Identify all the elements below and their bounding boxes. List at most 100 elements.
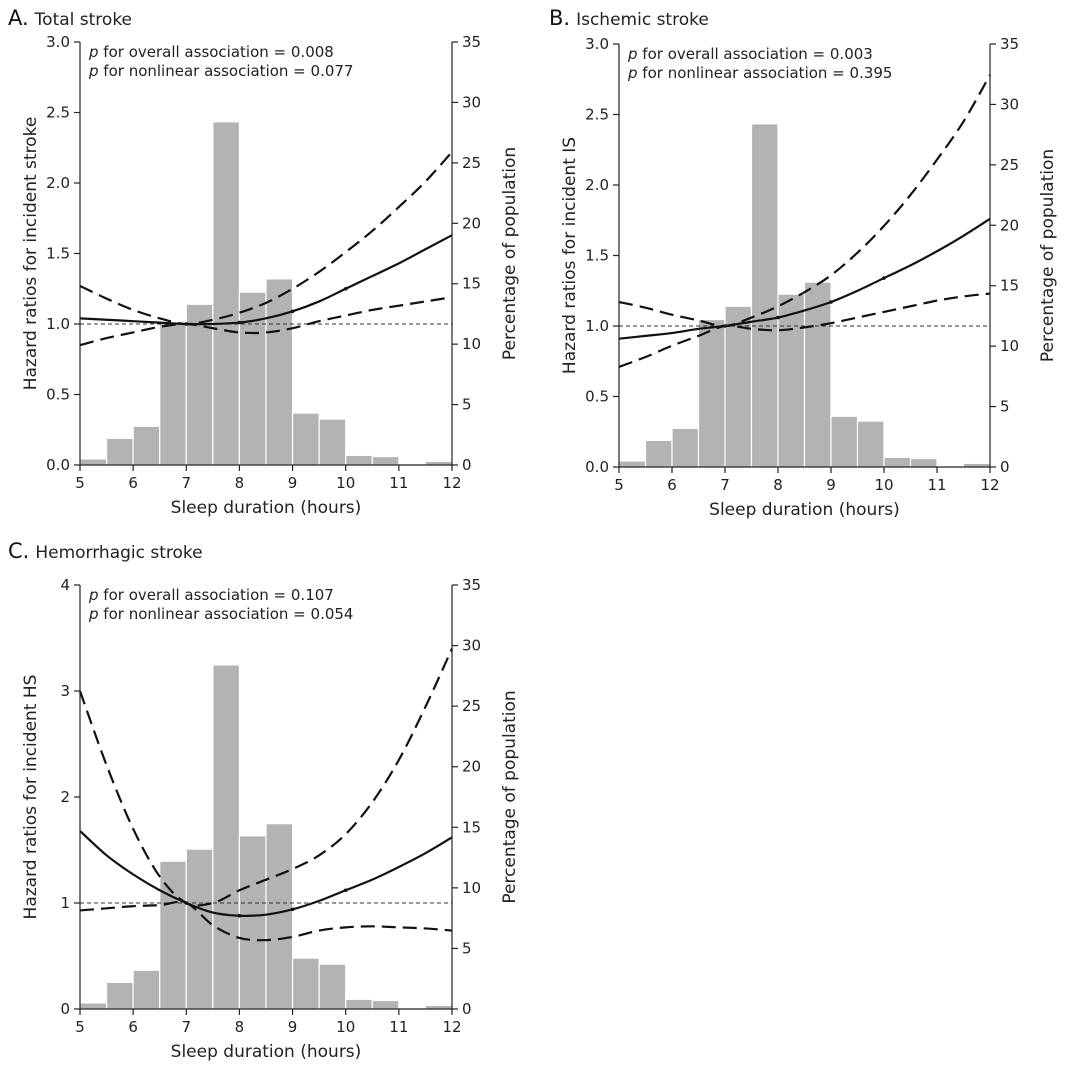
histogram-bar [618, 460, 647, 468]
y-axis-label: Hazard ratios for incident stroke [21, 117, 41, 391]
x-tick-label: 5 [75, 1018, 85, 1036]
p-value-text: for nonlinear association = 0.077 [99, 62, 354, 80]
y-tick-label: 2.0 [585, 176, 609, 194]
knot-point [290, 907, 295, 912]
p-value-text: for overall association = 0.008 [99, 43, 334, 61]
y-tick-label: 2.5 [585, 106, 609, 124]
panel-title-text: Hemorrhagic stroke [35, 543, 202, 563]
panel-title: A. Total stroke [8, 6, 132, 30]
p-value-annotation: p for nonlinear association = 0.395 [627, 64, 892, 82]
y-tick-label: 1.5 [585, 247, 609, 265]
p-value-annotation: p for overall association = 0.107 [88, 586, 334, 604]
x-tick-label: 7 [182, 474, 192, 492]
y-tick-label: 1.0 [46, 315, 70, 333]
histogram-bar [318, 963, 347, 1010]
histogram-bar [132, 969, 161, 1010]
y2-tick-label: 10 [1000, 337, 1019, 355]
histogram-bar [105, 981, 134, 1010]
panel-b: B. Ischemic stroke 5 6 7 8 9 10 11 12 0.0 0.5 1.0 1.5… [549, 6, 1058, 520]
p-value-annotation: p for nonlinear association = 0.077 [88, 62, 353, 80]
x-axis-label: Sleep duration (hours) [171, 1042, 362, 1062]
histogram-bar [291, 957, 320, 1010]
histogram-bar [371, 999, 400, 1010]
y-tick-label: 0.5 [46, 386, 70, 404]
y2-tick-label: 5 [462, 396, 472, 414]
y-tick-label: 0.0 [585, 458, 609, 476]
hazard-ratio-curve [618, 217, 991, 340]
upper-ci-curve [79, 151, 453, 326]
y-axis-label: Hazard ratios for incident IS [560, 137, 580, 374]
histogram-bar [238, 835, 267, 1010]
y-tick-label: 1.5 [46, 245, 70, 263]
x-axis-label: Sleep duration (hours) [171, 498, 362, 518]
y-tick-label: 1 [60, 894, 70, 912]
knot-point [343, 286, 348, 291]
panel-a: A. Total stroke 5 6 7 8 9 10 11 12 0.0 0.5 1.0 1.5 2.0… [8, 6, 520, 518]
x-tick-label: 8 [773, 476, 783, 494]
x-tick-label: 12 [980, 476, 999, 494]
p-value-text: for overall association = 0.107 [99, 586, 334, 604]
histogram-bar [79, 1002, 108, 1010]
x-tick-label: 11 [389, 1018, 408, 1036]
knot-point [237, 913, 242, 918]
y2-tick-label: 35 [462, 576, 481, 594]
y-tick-label: 2.0 [46, 174, 70, 192]
lower-ci-curve [618, 292, 991, 368]
upper-ci-curve [78, 648, 454, 907]
panel-letter: A. [8, 6, 29, 30]
histogram-bar [345, 454, 373, 466]
y-tick-label: 0.0 [46, 456, 70, 474]
histogram-bar [159, 860, 187, 1010]
panel-letter: C. [8, 539, 29, 563]
knot-point [237, 320, 242, 325]
x-tick-label: 8 [235, 1018, 245, 1036]
y-tick-label: 2 [60, 788, 70, 806]
y2-tick-label: 0 [462, 1000, 472, 1018]
p-value-annotation: p for nonlinear association = 0.054 [88, 605, 353, 623]
y2-tick-label: 30 [462, 93, 481, 111]
y-tick-label: 0 [60, 1000, 70, 1018]
panel-title: C. Hemorrhagic stroke [8, 539, 203, 563]
x-tick-label: 7 [182, 1018, 192, 1036]
knot-point [290, 309, 295, 314]
histogram-bar [750, 123, 779, 468]
histogram-bar [671, 427, 700, 468]
p-symbol: p [88, 586, 99, 604]
y2-tick-label: 10 [462, 335, 481, 353]
y2-tick-label: 20 [462, 214, 481, 232]
p-value-text: for overall association = 0.003 [638, 45, 873, 63]
y2-tick-label: 10 [462, 879, 481, 897]
x-tick-label: 8 [235, 474, 245, 492]
x-tick-label: 11 [389, 474, 408, 492]
x-tick-label: 6 [128, 1018, 138, 1036]
p-symbol: p [627, 45, 638, 63]
lower-ci-curve [79, 900, 453, 942]
panel-title-text: Ischemic stroke [576, 10, 709, 30]
y-tick-label: 0.5 [585, 388, 609, 406]
y2-tick-label: 15 [462, 818, 481, 836]
knot-point [829, 300, 833, 304]
x-tick-label: 10 [336, 474, 355, 492]
x-tick-label: 5 [75, 474, 85, 492]
histogram-bar [265, 278, 294, 466]
y2-tick-label: 25 [462, 154, 481, 172]
histogram-bar [856, 420, 885, 468]
y2-tick-label: 20 [1000, 216, 1019, 234]
y2-tick-label: 15 [462, 275, 481, 293]
p-value-annotation: p for overall association = 0.008 [88, 43, 334, 61]
p-value-text: for nonlinear association = 0.395 [638, 64, 893, 82]
x-tick-label: 6 [128, 474, 138, 492]
p-value-text: for nonlinear association = 0.054 [99, 605, 354, 623]
histogram-bar [830, 415, 859, 468]
y-tick-label: 4 [60, 576, 70, 594]
y2-axis-label: Percentage of population [500, 147, 520, 360]
y-axis-label: Hazard ratios for incident HS [21, 675, 41, 920]
hazard-ratio-curve [79, 234, 453, 326]
y-tick-label: 1.0 [585, 317, 609, 335]
histogram-bar [105, 437, 134, 466]
y-tick-label: 3.0 [46, 33, 70, 51]
p-symbol: p [88, 62, 99, 80]
x-axis-label: Sleep duration (hours) [709, 500, 900, 520]
